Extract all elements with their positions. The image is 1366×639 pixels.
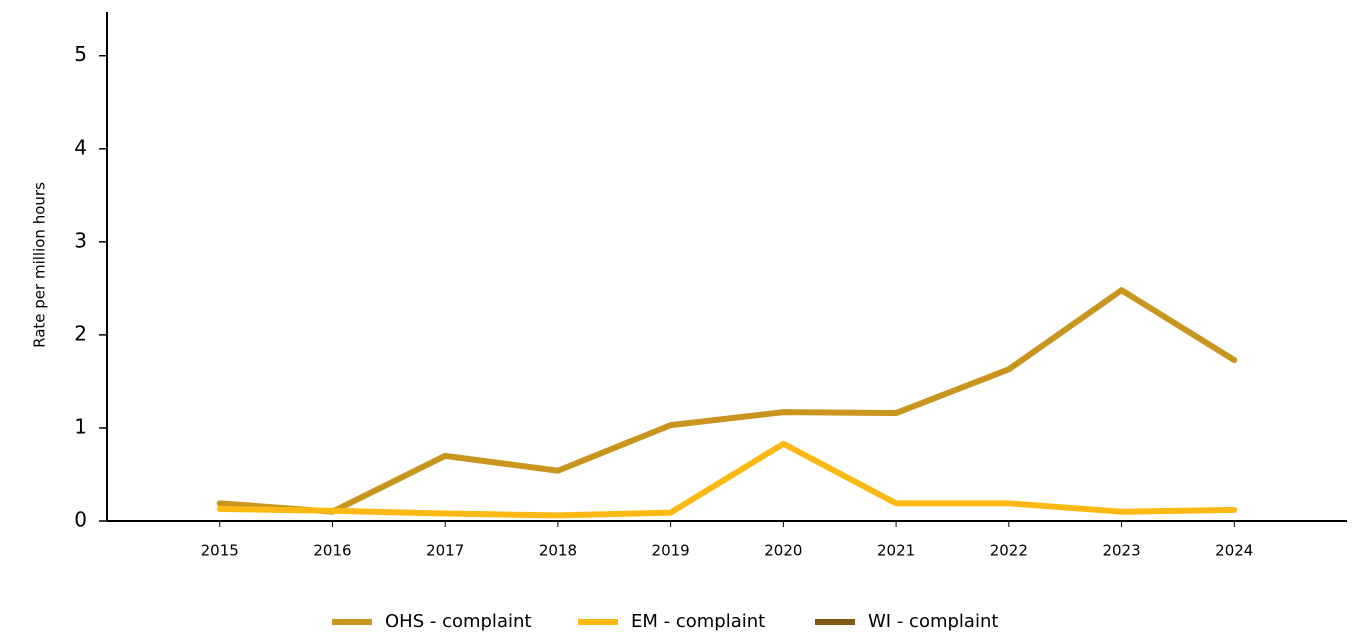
x-tick-label: 2021	[877, 542, 915, 560]
y-tick-label: 5	[74, 42, 87, 66]
x-tick-label: 2020	[764, 542, 802, 560]
y-tick-label: 0	[74, 508, 87, 532]
x-tick-label: 2017	[426, 542, 464, 560]
y-tick-label: 4	[74, 135, 87, 159]
line	[216, 440, 1238, 519]
y-axis-label: Rate per million hours	[31, 182, 49, 348]
legend-label: WI - complaint	[868, 611, 998, 632]
x-tick-label: 2019	[652, 542, 690, 560]
y-tick-label: 3	[74, 228, 87, 252]
y-tick-label: 1	[74, 414, 87, 438]
x-tick-label: 2015	[201, 542, 239, 560]
x-tick-label: 2016	[313, 542, 351, 560]
x-tick-label: 2018	[539, 542, 577, 560]
x-tick-label: 2024	[1215, 542, 1253, 560]
x-tick-label: 2023	[1102, 542, 1140, 560]
legend-label: EM - complaint	[631, 611, 765, 632]
y-tick-label: 2	[74, 321, 87, 345]
line	[216, 287, 1238, 515]
x-tick-label: 2022	[990, 542, 1028, 560]
legend-label: OHS - complaint	[385, 611, 531, 632]
